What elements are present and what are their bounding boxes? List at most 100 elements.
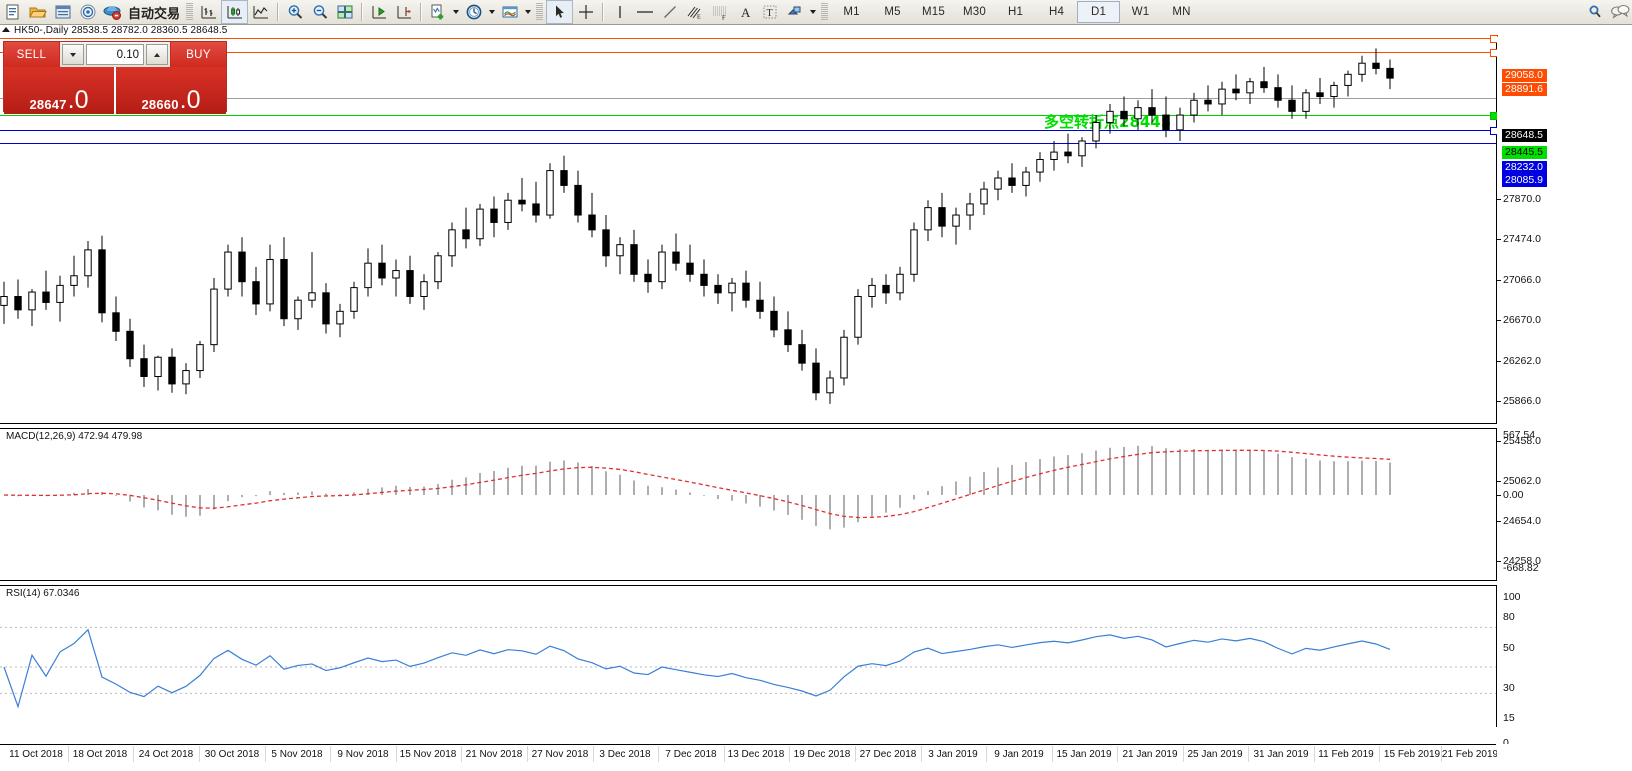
buy-price-integer: 28660 (141, 97, 179, 112)
cursor-icon[interactable] (546, 0, 574, 24)
buy-price-display[interactable]: 28660.0 (114, 67, 226, 114)
price-tag-28085: 28085.9 (1502, 174, 1547, 187)
chart-title-bar: HK50-,Daily 28538.5 28782.0 28360.5 2864… (0, 25, 1632, 37)
text-icon[interactable]: A (732, 1, 757, 23)
candlestick-chart-icon[interactable] (221, 0, 249, 24)
indicators-dropdown-icon[interactable] (450, 1, 461, 23)
trendline-icon[interactable] (657, 1, 682, 23)
periods-icon[interactable] (461, 1, 486, 23)
time-axis-label: 7 Dec 2018 (665, 749, 717, 760)
price-tick (1497, 199, 1501, 200)
time-axis-separator (265, 746, 266, 762)
time-axis-separator (527, 746, 528, 762)
time-axis-label: 3 Jan 2019 (928, 749, 978, 760)
time-axis-separator (330, 746, 331, 762)
price-tick (1497, 401, 1501, 402)
equidistant-channel-icon[interactable]: E (682, 1, 707, 23)
time-axis-label: 24 Oct 2018 (138, 749, 194, 760)
sell-price-display[interactable]: 28647.0 (4, 67, 114, 114)
rsi-tick-label: 50 (1503, 642, 1515, 654)
price-tick (1497, 239, 1501, 240)
bar-chart-icon[interactable] (196, 1, 221, 23)
zoom-out-icon[interactable] (307, 1, 332, 23)
price-chart-plot[interactable]: 多空转折点28445 MACD(12,26,9) 472.94 479.98 R… (0, 35, 1632, 727)
sell-button[interactable]: SELL (4, 42, 59, 67)
time-axis-separator (133, 746, 134, 762)
price-tick (1497, 521, 1501, 522)
timeframe-h4[interactable]: H4 (1048, 6, 1065, 18)
crosshair-icon[interactable] (573, 1, 598, 23)
timeframe-m30[interactable]: M30 (963, 6, 986, 18)
rsi-splitter[interactable] (0, 580, 1632, 586)
macd-tick-label: -668.82 (1503, 562, 1539, 574)
time-axis-label: 18 Oct 2018 (72, 749, 128, 760)
vertical-line-icon[interactable] (607, 1, 632, 23)
price-axis[interactable]: 29058.0 28891.6 28648.5 28445.5 28232.0 … (1497, 37, 1632, 749)
sell-price-integer: 28647 (29, 97, 67, 112)
timeframe-d1[interactable]: D1 (1077, 1, 1121, 23)
templates-dropdown-icon[interactable] (522, 1, 533, 23)
svg-text:E: E (697, 15, 701, 21)
signals-icon[interactable] (75, 1, 100, 23)
new-order-icon[interactable] (0, 1, 25, 23)
toolbar-separator (277, 3, 279, 21)
tile-windows-icon[interactable] (332, 1, 357, 23)
time-axis-separator (1379, 746, 1380, 762)
toolbar-grip[interactable] (536, 3, 544, 21)
volume-increase-button[interactable] (146, 44, 168, 65)
price-line-29058[interactable] (0, 38, 1496, 39)
indicators-icon[interactable] (425, 1, 450, 23)
timeframe-m1[interactable]: M1 (843, 6, 860, 18)
timeframe-mn[interactable]: MN (1172, 6, 1191, 18)
timeframe-w1[interactable]: W1 (1131, 6, 1150, 18)
mql5-community-icon[interactable] (100, 1, 125, 23)
shapes-icon[interactable] (782, 1, 807, 23)
periods-dropdown-icon[interactable] (486, 1, 497, 23)
buy-button[interactable]: BUY (171, 42, 226, 67)
time-axis-label: 11 Feb 2019 (1318, 749, 1374, 760)
chat-icon[interactable] (1607, 1, 1632, 23)
time-axis-separator (1441, 746, 1442, 762)
time-axis[interactable]: 11 Oct 2018 18 Oct 2018 24 Oct 2018 30 Oct … (0, 744, 1498, 771)
price-line-28085[interactable] (0, 143, 1496, 144)
search-icon[interactable] (1582, 1, 1607, 23)
svg-text:F: F (722, 16, 726, 22)
horizontal-line-icon[interactable] (632, 1, 657, 23)
volume-stepper[interactable]: 0.10 (59, 42, 171, 67)
time-axis-separator (724, 746, 725, 762)
macd-label: MACD(12,26,9) 472.94 479.98 (6, 431, 143, 442)
timeframe-m15[interactable]: M15 (922, 6, 945, 18)
zoom-in-icon[interactable] (282, 1, 307, 23)
toolbar-grip[interactable] (186, 3, 194, 21)
price-line-28232[interactable] (0, 130, 1496, 131)
shapes-dropdown-icon[interactable] (807, 1, 818, 23)
timeframe-h1[interactable]: H1 (1007, 6, 1024, 18)
data-folder-icon[interactable] (25, 1, 50, 23)
one-click-trading-panel[interactable]: SELL 0.10 BUY 28647.0 28660.0 (4, 42, 226, 114)
text-label-icon[interactable]: T (757, 1, 782, 23)
volume-decrease-button[interactable] (62, 44, 84, 65)
autotrade-button[interactable]: 自动交易 (128, 6, 181, 22)
volume-input[interactable]: 0.10 (86, 44, 144, 65)
svg-text:A: A (741, 5, 751, 20)
autoscroll-icon[interactable] (366, 1, 391, 23)
market-watch-icon[interactable] (50, 1, 75, 23)
price-tick (1497, 481, 1501, 482)
time-axis-separator (986, 746, 987, 762)
timeframe-m5[interactable]: M5 (884, 6, 901, 18)
price-line-28445[interactable] (0, 115, 1496, 116)
time-axis-separator (855, 746, 856, 762)
time-axis-label: 25 Jan 2019 (1187, 749, 1243, 760)
price-tick (1497, 441, 1501, 442)
toolbar-grip[interactable] (821, 3, 829, 21)
macd-tick-label: 0.00 (1503, 489, 1524, 501)
price-tick (1497, 361, 1501, 362)
price-tag-current: 28648.5 (1502, 129, 1547, 142)
macd-splitter[interactable] (0, 423, 1632, 429)
time-axis-separator (593, 746, 594, 762)
line-chart-icon[interactable] (248, 1, 273, 23)
fibonacci-retracement-icon[interactable]: F (707, 1, 732, 23)
price-line-28891[interactable] (0, 52, 1496, 53)
templates-icon[interactable] (497, 1, 522, 23)
chart-shift-icon[interactable] (391, 1, 416, 23)
